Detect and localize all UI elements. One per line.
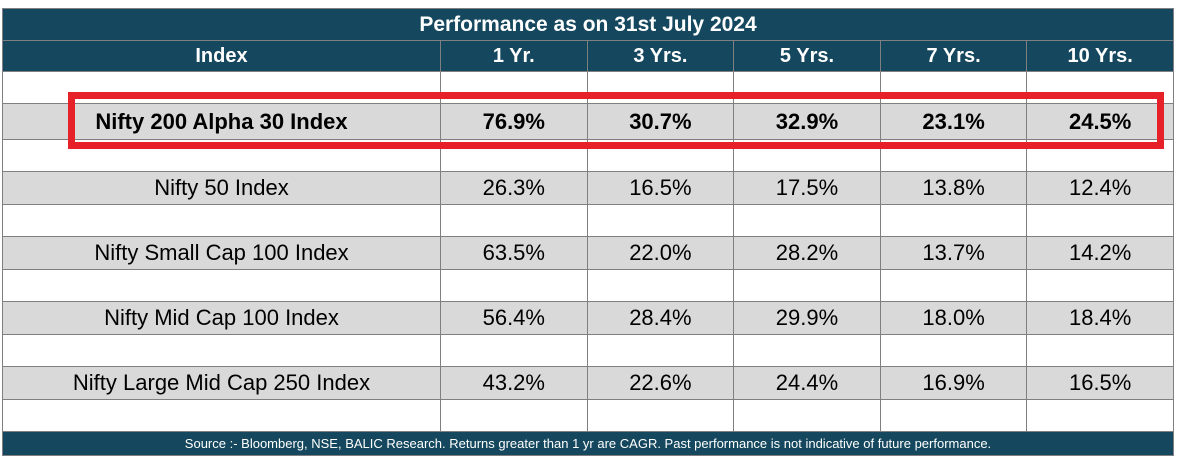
value-cell: 18.4%: [1026, 301, 1174, 335]
value-cell: 12.4%: [1026, 171, 1174, 205]
table-row-nifty-50: Nifty 50 Index 26.3% 16.5% 17.5% 13.8% 1…: [2, 171, 1174, 205]
spacer-row: [2, 269, 1174, 302]
index-name-cell: Nifty 50 Index: [2, 171, 441, 205]
value-cell: 29.9%: [733, 301, 881, 335]
value-cell: 26.3%: [440, 171, 588, 205]
spacer-row: [2, 399, 1174, 432]
index-name-cell: Nifty Large Mid Cap 250 Index: [2, 366, 441, 400]
table-footer-row: Source :- Bloomberg, NSE, BALIC Research…: [2, 431, 1174, 456]
column-header-index: Index: [2, 40, 441, 72]
spacer-row: [2, 204, 1174, 237]
value-cell: 56.4%: [440, 301, 588, 335]
column-header-5yrs: 5 Yrs.: [733, 40, 881, 72]
table-row-nifty-small-cap-100: Nifty Small Cap 100 Index 63.5% 22.0% 28…: [2, 236, 1174, 270]
value-cell: 28.2%: [733, 236, 881, 270]
value-cell: 16.5%: [1026, 366, 1174, 400]
table-row-nifty-large-mid-cap-250: Nifty Large Mid Cap 250 Index 43.2% 22.6…: [2, 366, 1174, 400]
performance-table: Performance as on 31st July 2024 Index 1…: [2, 8, 1174, 456]
source-note: Source :- Bloomberg, NSE, BALIC Research…: [2, 431, 1174, 456]
value-cell: 13.8%: [879, 171, 1028, 205]
spacer-row: [2, 71, 1174, 104]
value-cell: 13.7%: [879, 236, 1028, 270]
value-cell: 16.5%: [586, 171, 735, 205]
table-title: Performance as on 31st July 2024: [2, 8, 1174, 41]
table-title-row: Performance as on 31st July 2024: [2, 8, 1174, 41]
value-cell: 22.6%: [586, 366, 735, 400]
column-header-3yrs: 3 Yrs.: [586, 40, 735, 72]
value-cell: 24.5%: [1026, 103, 1174, 140]
value-cell: 17.5%: [733, 171, 881, 205]
value-cell: 28.4%: [586, 301, 735, 335]
table-header-row: Index 1 Yr. 3 Yrs. 5 Yrs. 7 Yrs. 10 Yrs.: [2, 40, 1174, 72]
index-name-cell: Nifty 200 Alpha 30 Index: [2, 103, 441, 140]
spacer-row: [2, 334, 1174, 367]
column-header-1yr: 1 Yr.: [440, 40, 588, 72]
column-header-10yrs: 10 Yrs.: [1026, 40, 1174, 72]
value-cell: 76.9%: [440, 103, 588, 140]
column-header-7yrs: 7 Yrs.: [879, 40, 1028, 72]
value-cell: 32.9%: [733, 103, 881, 140]
value-cell: 63.5%: [440, 236, 588, 270]
table-row-nifty-mid-cap-100: Nifty Mid Cap 100 Index 56.4% 28.4% 29.9…: [2, 301, 1174, 335]
value-cell: 14.2%: [1026, 236, 1174, 270]
value-cell: 30.7%: [586, 103, 735, 140]
index-name-cell: Nifty Mid Cap 100 Index: [2, 301, 441, 335]
value-cell: 24.4%: [733, 366, 881, 400]
value-cell: 23.1%: [879, 103, 1028, 140]
index-name-cell: Nifty Small Cap 100 Index: [2, 236, 441, 270]
value-cell: 22.0%: [586, 236, 735, 270]
value-cell: 18.0%: [879, 301, 1028, 335]
spacer-row: [2, 139, 1174, 172]
value-cell: 16.9%: [879, 366, 1028, 400]
table-row-nifty-200-alpha-30: Nifty 200 Alpha 30 Index 76.9% 30.7% 32.…: [2, 103, 1174, 140]
value-cell: 43.2%: [440, 366, 588, 400]
